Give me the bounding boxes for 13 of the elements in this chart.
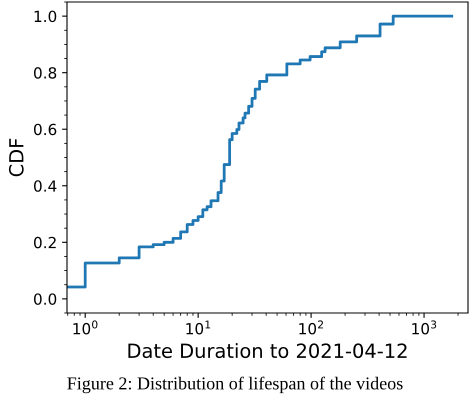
x-tick-label: 10$^{3}$	[412, 320, 436, 334]
caption: Figure 2: Distribution of lifespan of the videos	[67, 376, 403, 394]
y-tick-label: 0.0	[34, 293, 56, 305]
x-tick-label: 10$^{2}$	[299, 320, 323, 334]
x-axis-title: Date Duration to 2021-04-12	[128, 343, 407, 358]
x-tick-label: 10$^{1}$	[186, 320, 210, 334]
x-tick-label: 10$^{0}$	[73, 320, 98, 334]
y-tick-label: 0.8	[34, 67, 56, 79]
y-tick-label: 0.6	[34, 124, 56, 136]
y-tick-label: 0.2	[34, 236, 56, 248]
y-tick-label: 1.0	[34, 10, 56, 22]
y-tick-label: 0.4	[34, 180, 56, 192]
y-axis-title: CDF	[8, 138, 24, 176]
